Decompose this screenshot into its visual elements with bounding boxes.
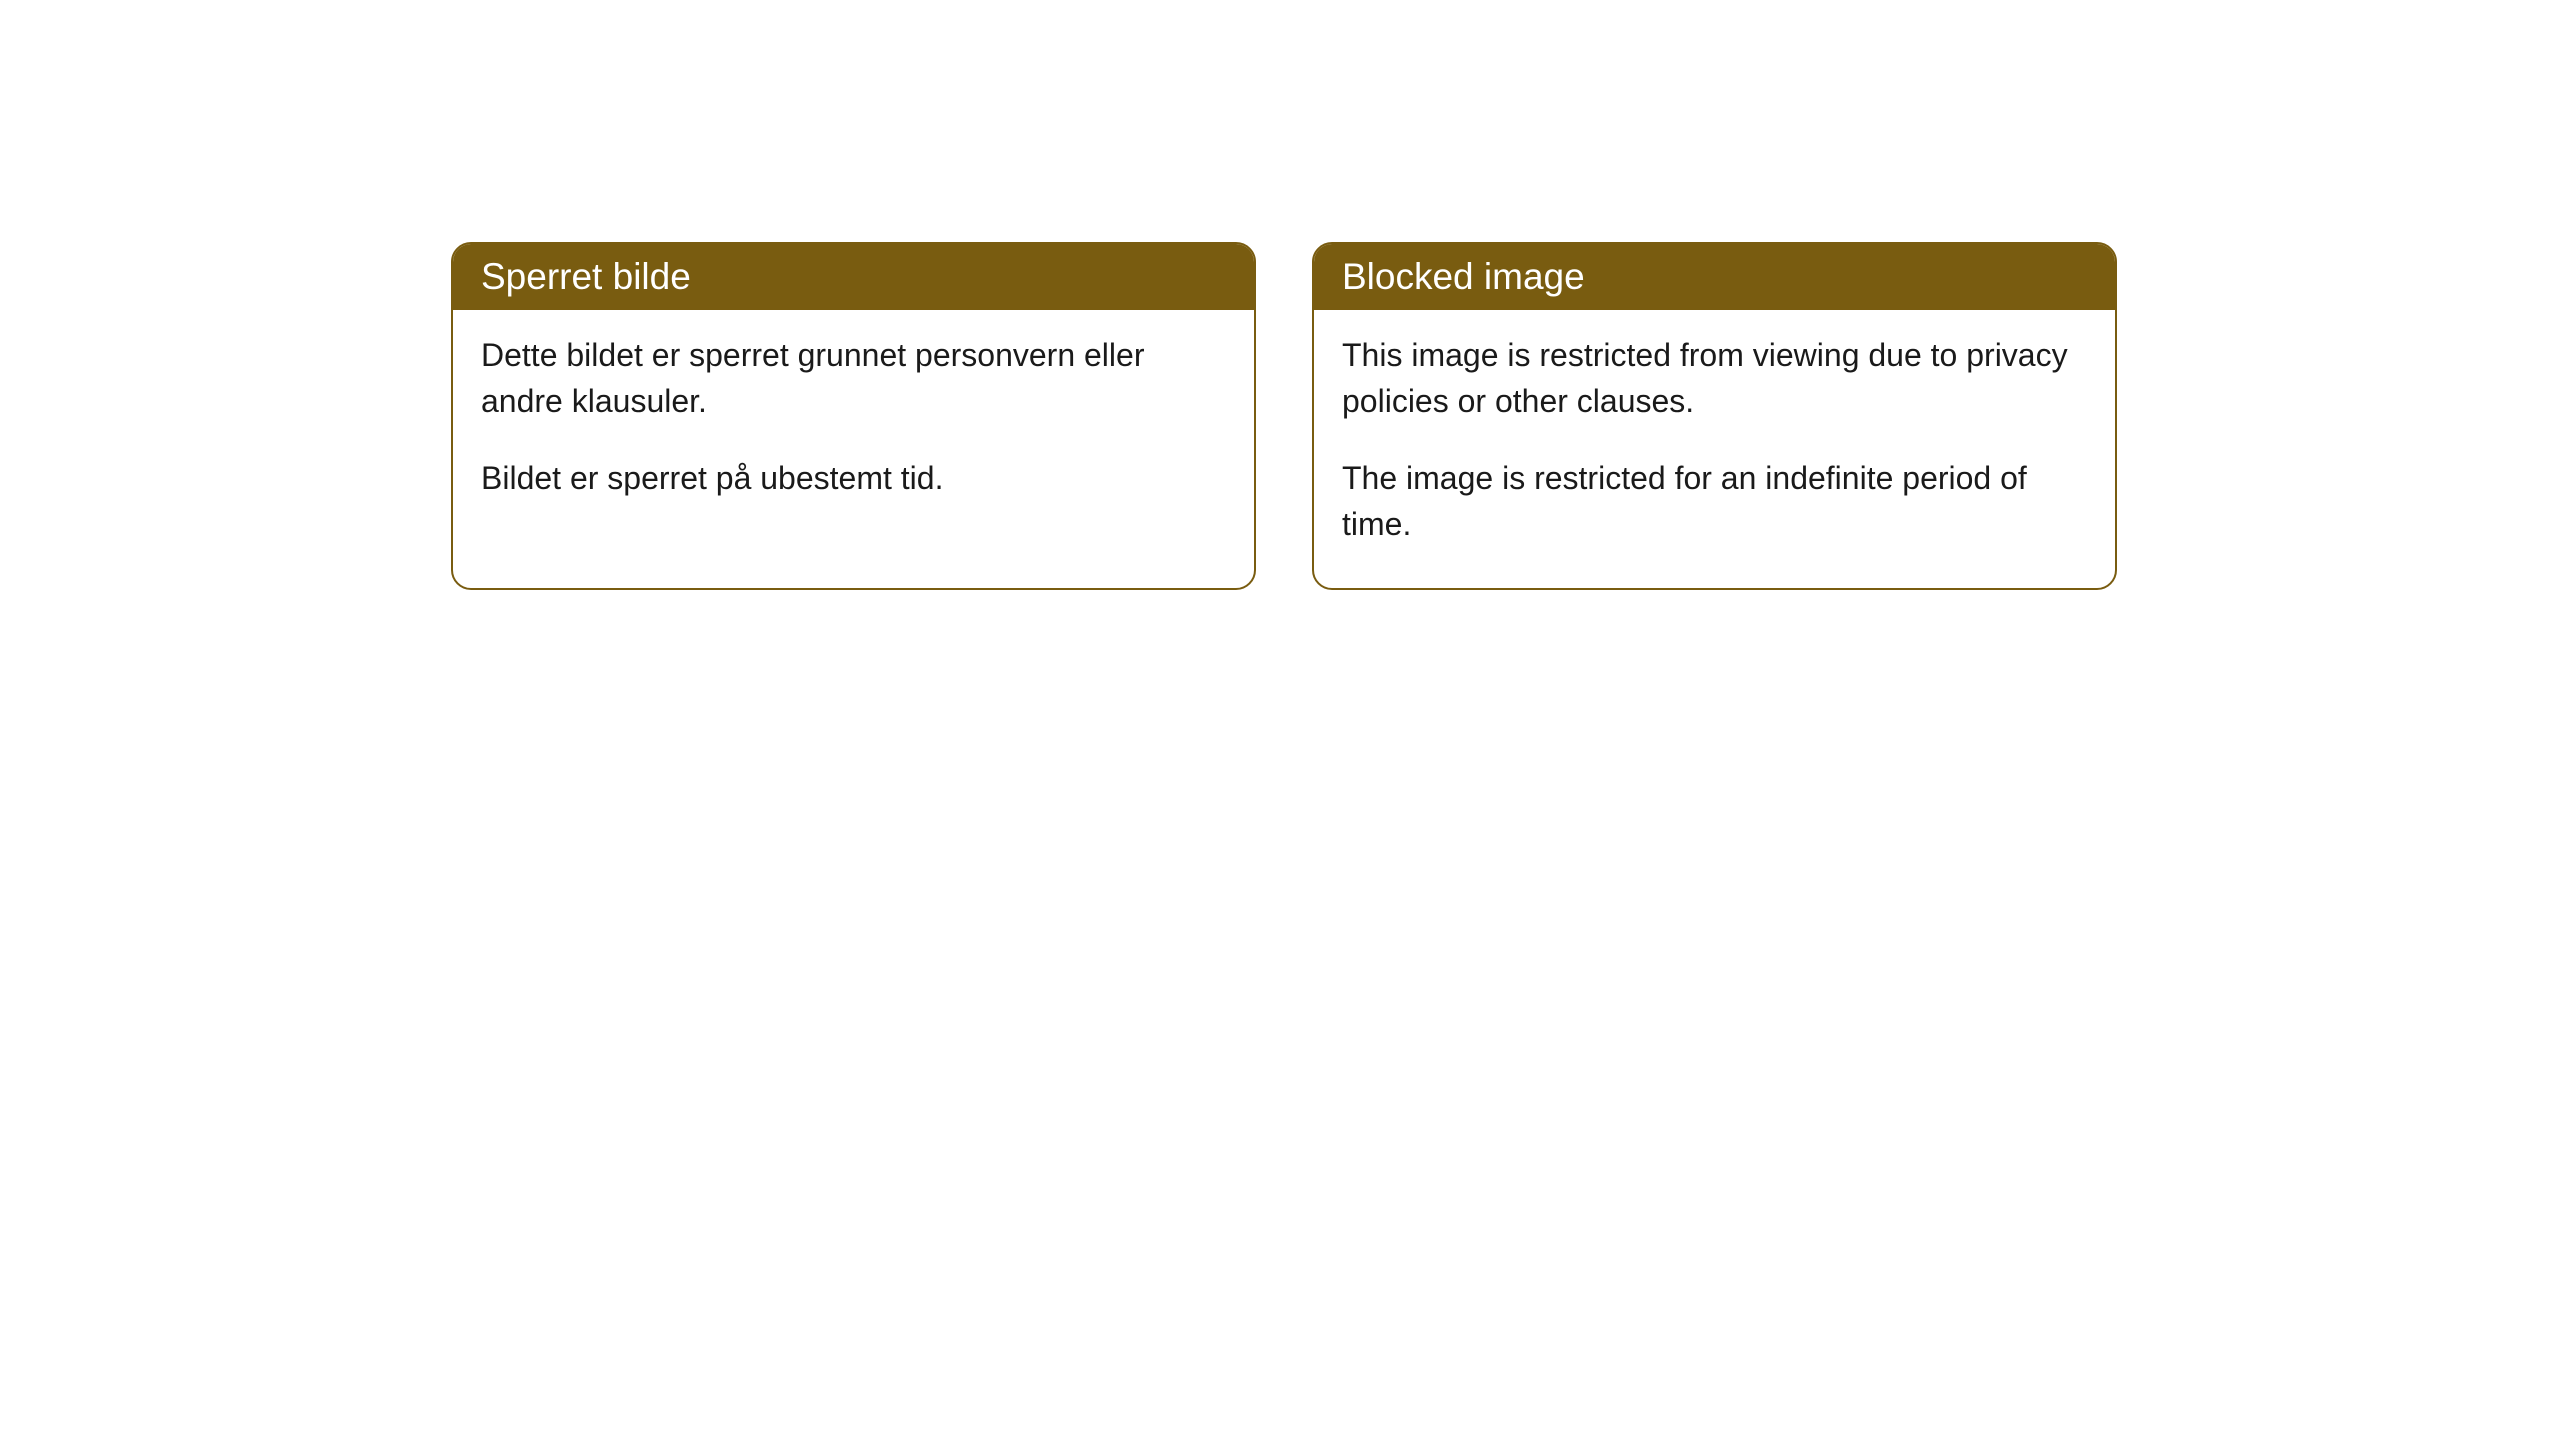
- notice-container: Sperret bilde Dette bildet er sperret gr…: [0, 0, 2560, 590]
- card-header: Blocked image: [1314, 244, 2115, 310]
- card-paragraph-2: Bildet er sperret på ubestemt tid.: [481, 455, 1226, 501]
- card-header: Sperret bilde: [453, 244, 1254, 310]
- card-paragraph-1: Dette bildet er sperret grunnet personve…: [481, 332, 1226, 425]
- card-title: Sperret bilde: [481, 256, 691, 297]
- card-body: Dette bildet er sperret grunnet personve…: [453, 310, 1254, 541]
- card-title: Blocked image: [1342, 256, 1585, 297]
- notice-card-norwegian: Sperret bilde Dette bildet er sperret gr…: [451, 242, 1256, 590]
- card-body: This image is restricted from viewing du…: [1314, 310, 2115, 588]
- card-paragraph-2: The image is restricted for an indefinit…: [1342, 455, 2087, 548]
- notice-card-english: Blocked image This image is restricted f…: [1312, 242, 2117, 590]
- card-paragraph-1: This image is restricted from viewing du…: [1342, 332, 2087, 425]
